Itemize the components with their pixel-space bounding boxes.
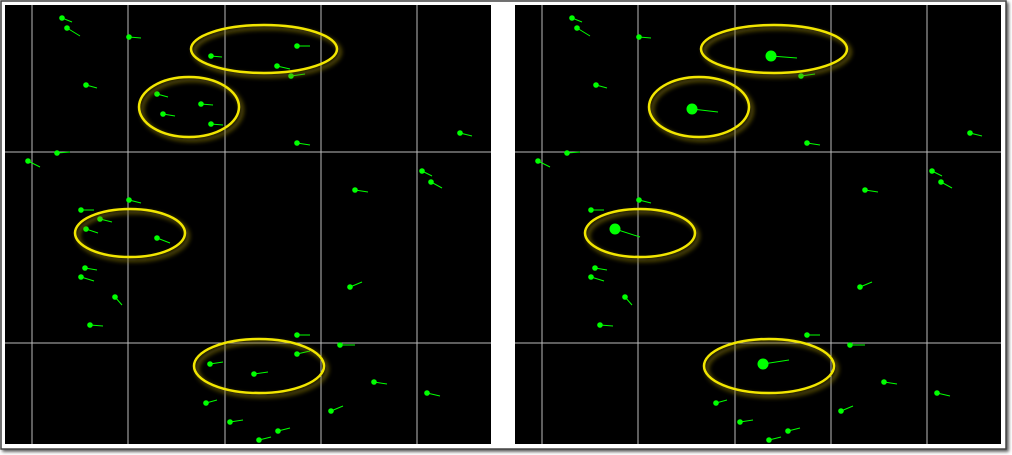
agent <box>419 168 425 174</box>
agent <box>588 274 594 280</box>
agent <box>857 284 863 290</box>
agent <box>126 197 132 203</box>
agent <box>622 294 628 300</box>
agent <box>597 322 603 328</box>
cluster-highlight <box>647 75 751 139</box>
agent <box>154 91 160 97</box>
agent <box>54 150 60 156</box>
agent <box>593 82 599 88</box>
agent <box>294 140 300 146</box>
agent <box>588 207 594 213</box>
agent <box>838 408 844 414</box>
agent <box>59 15 65 21</box>
agent <box>203 400 209 406</box>
cluster-highlight <box>583 207 697 259</box>
agent <box>97 216 103 222</box>
agent <box>78 274 84 280</box>
agent <box>737 419 743 425</box>
agent <box>929 168 935 174</box>
agent <box>686 103 698 115</box>
agent <box>636 34 642 40</box>
agent <box>938 179 944 185</box>
cluster-highlight <box>702 337 836 395</box>
agent <box>967 130 973 136</box>
agent <box>275 428 281 434</box>
agent <box>288 73 294 79</box>
agent <box>347 284 353 290</box>
agent <box>766 437 772 443</box>
agent <box>804 140 810 146</box>
agent <box>564 150 570 156</box>
agent <box>457 130 463 136</box>
agent <box>371 379 377 385</box>
agent <box>82 265 88 271</box>
agent <box>428 179 434 185</box>
agent <box>207 361 213 367</box>
agent <box>294 332 300 338</box>
agent <box>765 50 777 62</box>
agent <box>798 73 804 79</box>
agent <box>424 390 430 396</box>
agent <box>274 63 280 69</box>
agent <box>609 223 621 235</box>
agent <box>535 158 541 164</box>
agent <box>352 187 358 193</box>
agent <box>198 101 204 107</box>
agent <box>160 111 166 117</box>
cluster-highlight <box>699 23 849 75</box>
cluster-highlight <box>189 23 339 75</box>
agent <box>251 371 257 377</box>
agent <box>83 226 89 232</box>
agent <box>574 25 580 31</box>
agent <box>804 332 810 338</box>
agent <box>25 158 31 164</box>
right-panel <box>515 5 1001 444</box>
agent <box>87 322 93 328</box>
agent <box>337 342 343 348</box>
agent <box>713 400 719 406</box>
agent <box>126 34 132 40</box>
agent <box>154 235 160 241</box>
cluster-highlight <box>73 207 187 259</box>
agent <box>64 25 70 31</box>
agent <box>881 379 887 385</box>
agent <box>112 294 118 300</box>
cluster-highlight <box>137 75 241 139</box>
agent <box>208 121 214 127</box>
agent <box>294 351 300 357</box>
agent <box>294 43 300 49</box>
agent <box>847 342 853 348</box>
agent <box>78 207 84 213</box>
agent <box>934 390 940 396</box>
agent <box>636 197 642 203</box>
left-panel <box>5 5 491 444</box>
agent <box>862 187 868 193</box>
agent <box>592 265 598 271</box>
agent <box>757 358 769 370</box>
agent <box>785 428 791 434</box>
agent <box>256 437 262 443</box>
agent <box>83 82 89 88</box>
agent <box>208 53 214 59</box>
agent <box>328 408 334 414</box>
cluster-highlight <box>192 337 326 395</box>
agent <box>569 15 575 21</box>
agent <box>227 419 233 425</box>
